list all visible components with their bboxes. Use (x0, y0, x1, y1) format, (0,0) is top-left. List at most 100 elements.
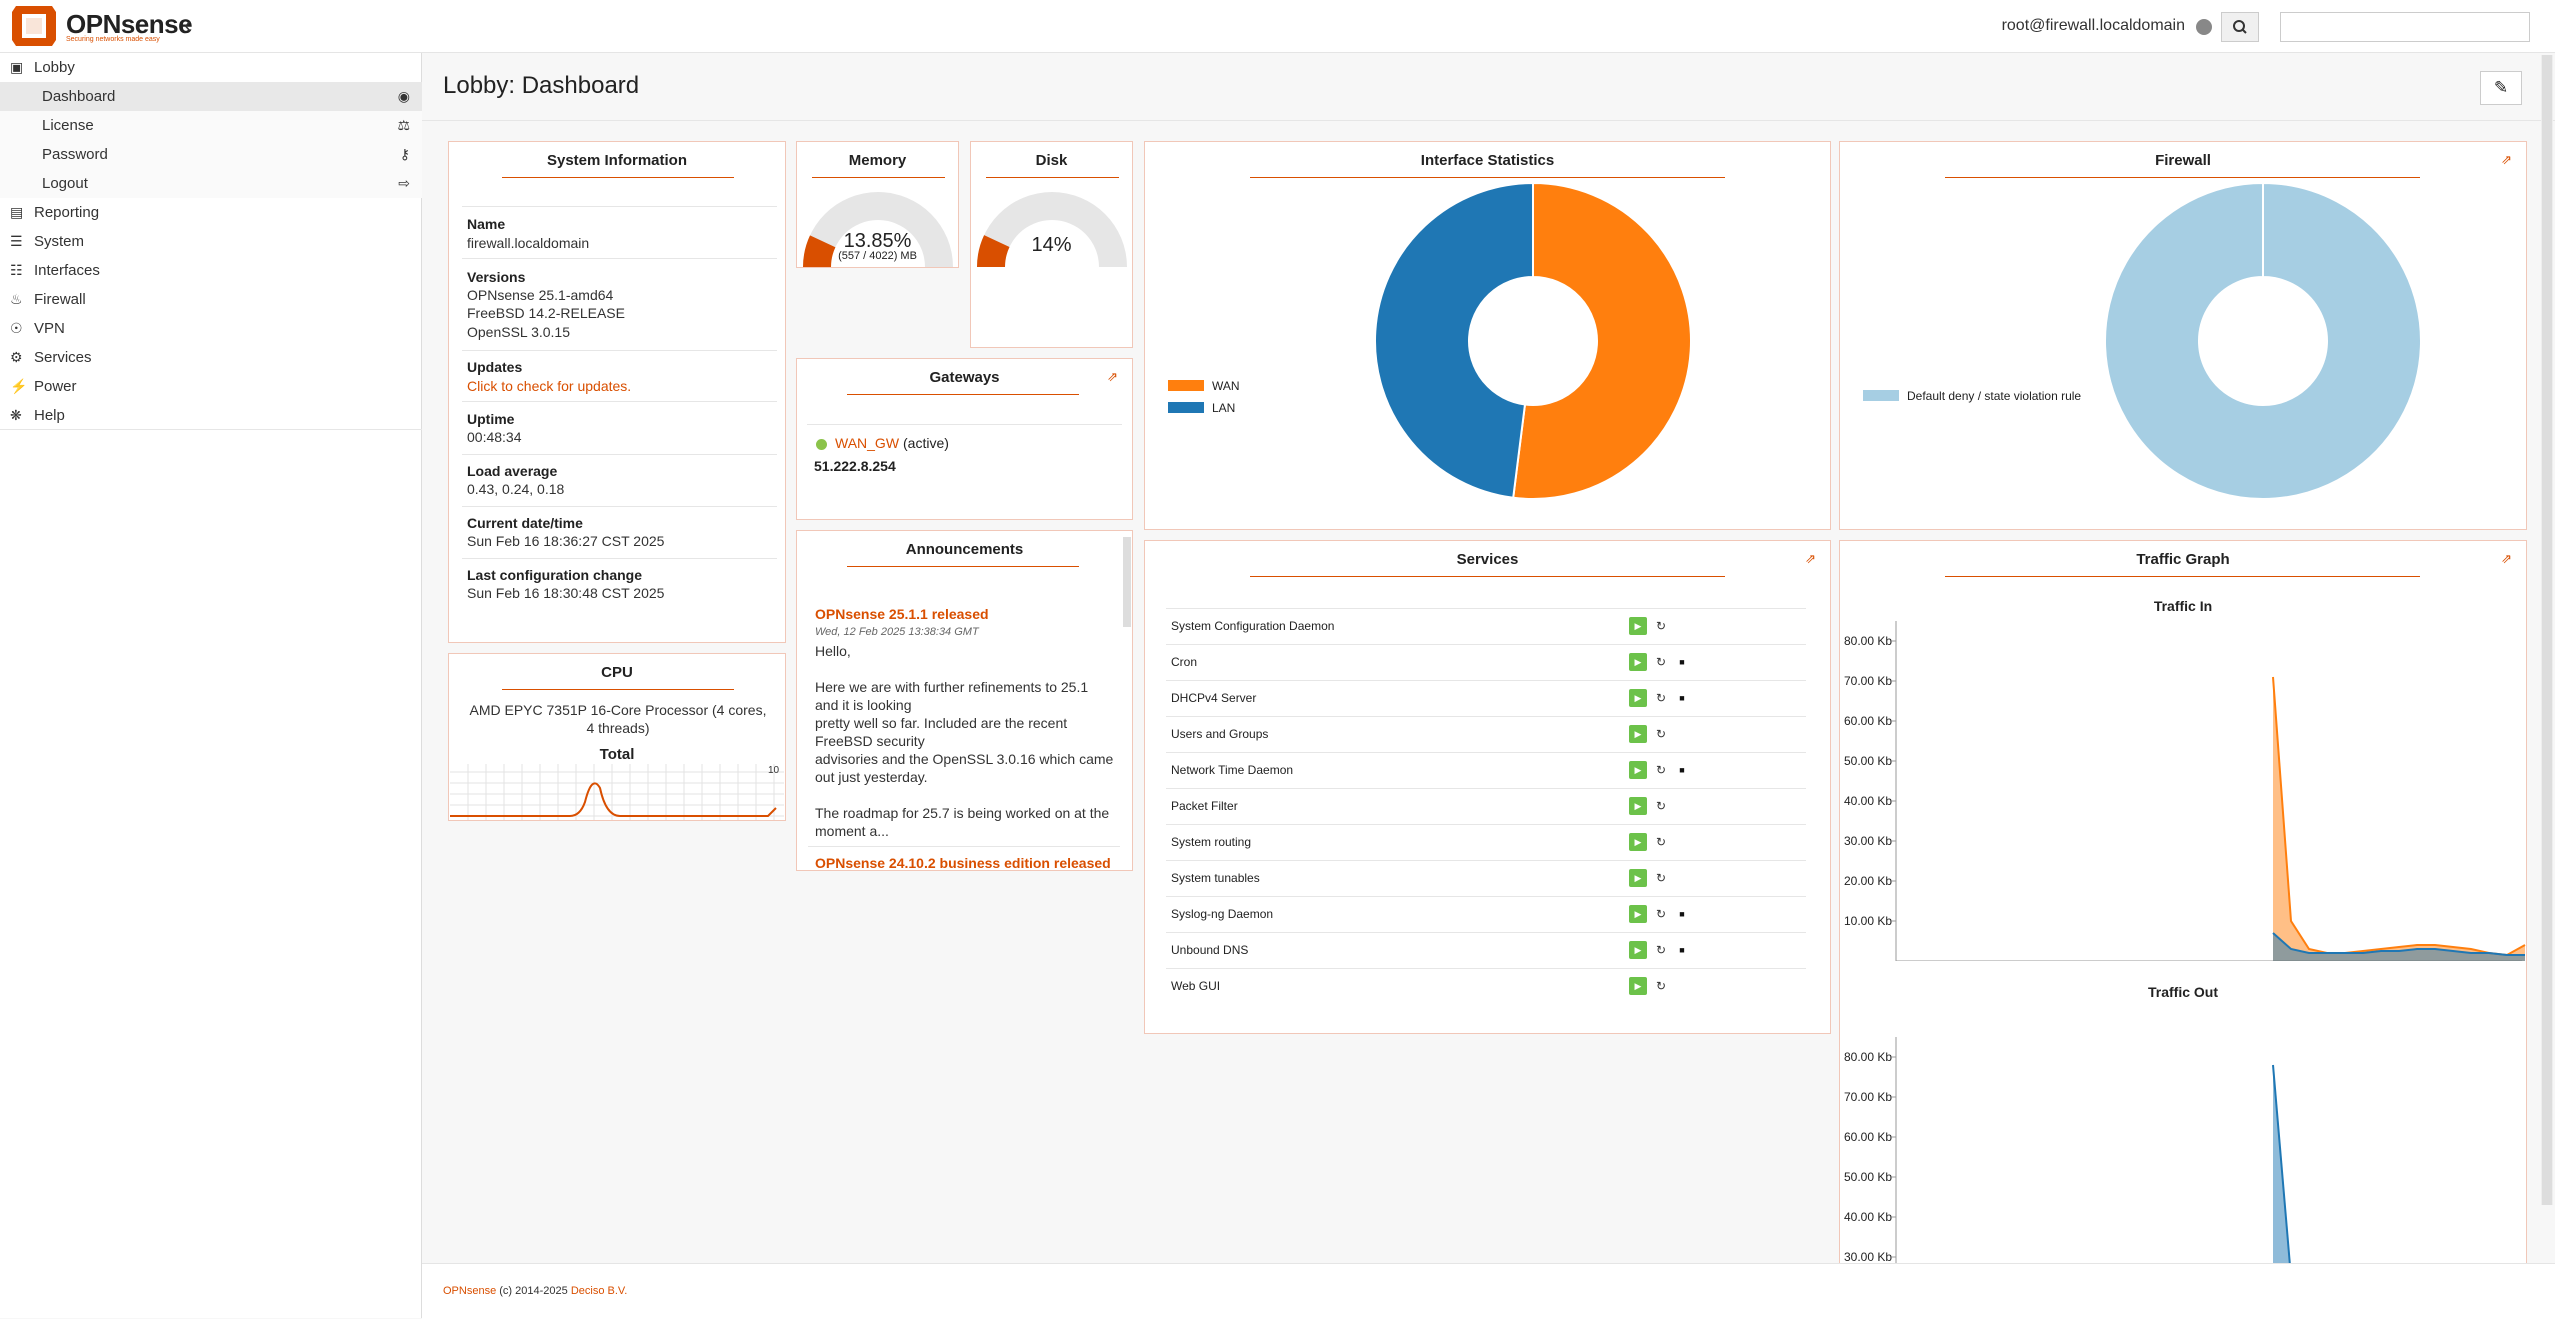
widget-title: Disk (1035, 152, 1068, 169)
pie-slice-default-deny-state-violation-rule[interactable] (2104, 182, 2422, 500)
restart-icon[interactable]: ↻ (1655, 727, 1667, 741)
y-tick-label: 70.00 Kb (1844, 674, 1892, 688)
stop-icon[interactable]: ■ (1679, 765, 1685, 775)
divider (807, 424, 1122, 425)
service-status-play-icon[interactable]: ▶ (1629, 725, 1647, 743)
chart-icon: ▤ (10, 204, 24, 220)
service-status-play-icon[interactable]: ▶ (1629, 833, 1647, 851)
service-status-play-icon[interactable]: ▶ (1629, 617, 1647, 635)
sidebar-item-firewall[interactable]: ♨ Firewall (10, 291, 86, 308)
restart-icon[interactable]: ↻ (1655, 979, 1667, 993)
server-icon: ☰ (10, 233, 23, 249)
sidebar-item-services[interactable]: ⚙ Services (10, 349, 92, 366)
user-account[interactable]: root@firewall.localdomain (2001, 17, 2185, 34)
restart-icon[interactable]: ↻ (1655, 943, 1667, 957)
sidebar-item-power[interactable]: ⚡ Power (10, 378, 77, 395)
service-row: Web GUI ▶ ↻ (1166, 968, 1806, 1003)
series-line-wan[interactable] (2272, 676, 2526, 957)
stop-icon[interactable]: ■ (1679, 657, 1685, 667)
search-icon (2233, 20, 2247, 34)
service-row: Cron ▶ ↻ ■ (1166, 644, 1806, 679)
scrollbar-thumb[interactable] (2542, 55, 2552, 1205)
service-name: Packet Filter (1171, 799, 1238, 813)
legend-label[interactable]: WAN (1212, 379, 1240, 393)
announcement-title-link[interactable]: OPNsense 25.1.1 released (815, 606, 989, 622)
service-row: System routing ▶ ↻ (1166, 824, 1806, 859)
announcements-scrollbar[interactable] (1123, 537, 1131, 627)
restart-icon[interactable]: ↻ (1655, 835, 1667, 849)
logo-text[interactable]: OPNsense (66, 9, 193, 39)
sidebar-item-reporting[interactable]: ▤ Reporting (10, 204, 100, 221)
external-link-icon[interactable]: ⇗ (2501, 152, 2512, 167)
footer-company-link[interactable]: Deciso B.V. (570, 1285, 628, 1297)
restart-icon[interactable]: ↻ (1655, 619, 1667, 633)
pie-slice-wan[interactable] (1512, 182, 1692, 500)
sidebar-item-interfaces[interactable]: ☷ Interfaces (10, 262, 100, 279)
restart-icon[interactable]: ↻ (1655, 871, 1667, 885)
opnsense-logo-icon[interactable] (10, 4, 58, 48)
sidebar-item-password[interactable]: Password ⚷ (0, 140, 422, 169)
service-status-play-icon[interactable]: ▶ (1629, 941, 1647, 959)
network-icon: ☷ (10, 262, 23, 278)
sidebar-item-help[interactable]: ❋ Help (0, 401, 422, 430)
service-name: Unbound DNS (1171, 943, 1249, 957)
title-underline (812, 177, 945, 178)
pencil-icon: ✎ (2493, 78, 2509, 97)
title-underline (1250, 177, 1725, 178)
stop-icon[interactable]: ■ (1679, 945, 1685, 955)
collapse-sidebar-icon[interactable]: ‹ (184, 12, 192, 37)
stop-icon[interactable]: ■ (1679, 693, 1685, 703)
restart-icon[interactable]: ↻ (1655, 763, 1667, 777)
service-row: Unbound DNS ▶ ↻ ■ (1166, 932, 1806, 967)
stop-icon[interactable]: ■ (1679, 909, 1685, 919)
service-status-play-icon[interactable]: ▶ (1629, 797, 1647, 815)
memory-widget: Memory 13.85% (557 / 4022) MB (796, 141, 959, 268)
external-link-icon[interactable]: ⇗ (1805, 551, 1816, 566)
service-name: System tunables (1171, 871, 1260, 885)
legend-label[interactable]: Default deny / state violation rule (1907, 389, 2081, 403)
sidebar-item-dashboard[interactable]: Dashboard ◉ (0, 82, 422, 111)
restart-icon[interactable]: ↻ (1655, 691, 1667, 705)
cpu-widget: CPU AMD EPYC 7351P 16-Core Processor (4 … (448, 653, 786, 821)
uptime-value: 00:48:34 (467, 429, 522, 445)
check-updates-link[interactable]: Click to check for updates. (467, 378, 632, 394)
pie-slice-lan[interactable] (1374, 182, 1534, 499)
service-status-play-icon[interactable]: ▶ (1629, 977, 1647, 995)
search-button[interactable] (2221, 12, 2259, 42)
service-status-play-icon[interactable]: ▶ (1629, 761, 1647, 779)
series-line-lan[interactable] (2272, 932, 2525, 956)
sidebar-item-license[interactable]: License ⚖ (0, 111, 422, 140)
restart-icon[interactable]: ↻ (1655, 799, 1667, 813)
series-line-lan[interactable] (2272, 1064, 2293, 1265)
memory-gauge (803, 192, 953, 267)
traffic-in-title: Traffic In (2153, 598, 2213, 614)
footer-brand-link[interactable]: OPNsense (443, 1285, 497, 1297)
restart-icon[interactable]: ↻ (1655, 907, 1667, 921)
external-link-icon[interactable]: ⇗ (1107, 369, 1118, 384)
memory-gauge-fill (803, 235, 836, 267)
search-input[interactable] (2280, 12, 2530, 42)
memory-percent: 13.85% (843, 230, 912, 252)
uptime-label: Uptime (467, 411, 515, 427)
announcement-title-link[interactable]: OPNsense 24.10.2 business edition releas… (815, 855, 1111, 869)
external-link-icon[interactable]: ⇗ (2501, 551, 2512, 566)
status-indicator-icon[interactable] (2196, 19, 2212, 35)
logout-icon: ⇨ (398, 175, 410, 191)
sidebar-item-vpn[interactable]: ☉ VPN (10, 320, 65, 337)
sidebar-item-lobby[interactable]: ▣ Lobby (10, 59, 75, 76)
gateway-name-link[interactable]: WAN_GW (835, 435, 900, 451)
service-status-play-icon[interactable]: ▶ (1629, 653, 1647, 671)
edit-dashboard-button[interactable]: ✎ (2480, 71, 2522, 105)
legend-label[interactable]: LAN (1212, 401, 1235, 415)
load-average-value: 0.43, 0.24, 0.18 (467, 481, 565, 497)
service-status-play-icon[interactable]: ▶ (1629, 689, 1647, 707)
sidebar-item-system[interactable]: ☰ System (10, 233, 85, 250)
service-status-play-icon[interactable]: ▶ (1629, 905, 1647, 923)
disk-widget: Disk 14% (970, 141, 1133, 348)
service-name: Users and Groups (1171, 727, 1269, 741)
service-status-play-icon[interactable]: ▶ (1629, 869, 1647, 887)
restart-icon[interactable]: ↻ (1655, 655, 1667, 669)
divider (462, 454, 777, 455)
page-scrollbar[interactable] (2541, 55, 2553, 1205)
sidebar-item-logout[interactable]: Logout ⇨ (0, 169, 422, 198)
